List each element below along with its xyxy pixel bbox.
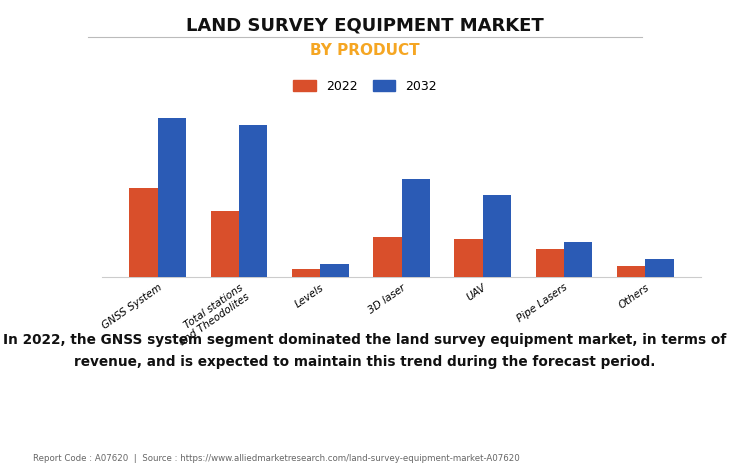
Bar — [402, 179, 430, 277]
Bar — [239, 125, 267, 277]
Legend: 2022, 2032: 2022, 2032 — [288, 75, 442, 98]
Bar — [129, 188, 158, 277]
Bar — [564, 242, 592, 277]
Text: In 2022, the GNSS system segment dominated the land survey equipment market, in : In 2022, the GNSS system segment dominat… — [4, 333, 726, 368]
Bar — [373, 237, 402, 277]
Bar — [617, 266, 645, 277]
Bar — [158, 118, 186, 277]
Text: BY PRODUCT: BY PRODUCT — [310, 43, 420, 58]
Bar — [454, 239, 483, 277]
Bar — [536, 249, 564, 277]
Bar — [320, 264, 349, 277]
Text: LAND SURVEY EQUIPMENT MARKET: LAND SURVEY EQUIPMENT MARKET — [186, 17, 544, 35]
Text: Report Code : A07620  |  Source : https://www.alliedmarketresearch.com/land-surv: Report Code : A07620 | Source : https://… — [33, 454, 520, 463]
Bar — [483, 195, 511, 277]
Bar — [211, 211, 239, 277]
Bar — [645, 259, 674, 277]
Bar — [292, 269, 320, 277]
